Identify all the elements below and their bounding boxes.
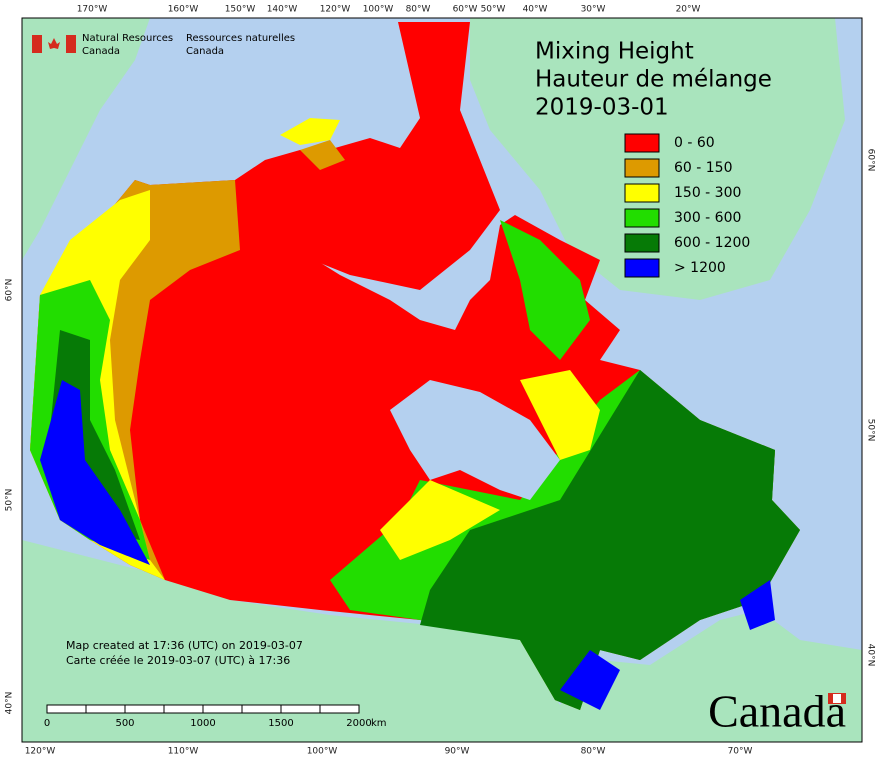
scale-label: 1500 [268, 718, 293, 729]
lon-label: 160°W [168, 5, 199, 15]
legend-label: > 1200 [674, 260, 726, 276]
lon-label: 20°W [676, 5, 701, 15]
title: Hauteur de mélange [535, 67, 772, 93]
lon-label: 170°W [77, 5, 108, 15]
lon-label: 70°W [728, 747, 753, 757]
legend-label: 150 - 300 [674, 185, 741, 201]
scale-label: 0 [44, 718, 50, 729]
legend-label: 0 - 60 [674, 135, 715, 151]
footer-en: Map created at 17:36 (UTC) on 2019-03-07 [66, 639, 303, 652]
lat-label: 50°N [5, 489, 15, 512]
agency-en: Natural Resources [82, 33, 173, 44]
flag-bar [32, 35, 42, 53]
lat-label: 40°N [5, 692, 15, 715]
region-300-600 [500, 220, 590, 360]
scale-segment [319, 704, 360, 714]
region-150-300 [520, 370, 600, 460]
lon-label: 80°W [406, 5, 431, 15]
scale-label: 1000 [190, 718, 215, 729]
region-150-300 [380, 480, 500, 560]
legend: 0 - 60 60 - 150 150 - 300 300 - 600 600 - 12… [624, 133, 750, 278]
scale-segment [202, 704, 243, 714]
title: Mixing Height [535, 39, 694, 65]
scale-label: 2000 [346, 718, 371, 729]
region-600-1200 [420, 370, 800, 710]
region-arctic [235, 22, 500, 290]
wordmark-flag [833, 694, 841, 703]
legend-label: 600 - 1200 [674, 235, 750, 251]
scale-segment [163, 704, 204, 714]
footer-fr: Carte créée le 2019-03-07 (UTC) à 17:36 [66, 654, 290, 667]
region-150-300 [280, 118, 340, 145]
scale-label: 500 [115, 718, 134, 729]
legend-swatch [624, 158, 660, 178]
lon-label: 150°W [225, 5, 256, 15]
region-over-1200 [560, 650, 620, 710]
frame [21, 17, 863, 743]
lon-label: 140°W [267, 5, 298, 15]
scale-unit: km [371, 718, 387, 729]
lon-label: 100°W [363, 5, 394, 15]
land-alaska [22, 18, 150, 260]
land-usa [22, 540, 862, 742]
legend-swatch [624, 233, 660, 253]
legend-swatch [624, 258, 660, 278]
lon-label: 80°W [581, 747, 606, 757]
title: 2019-03-01 [535, 95, 669, 121]
lon-label: 120°W [320, 5, 351, 15]
flag-bar [66, 35, 76, 53]
lon-label: 90°W [445, 747, 470, 757]
lat-label: 40°N [866, 644, 876, 667]
graticule: 170°W 160°W 150°W 140°W 120°W 100°W 80°W 60°W 50… [5, 5, 876, 757]
hudson-bay [390, 380, 560, 500]
lon-label: 30°W [581, 5, 606, 15]
lat-label: 60°N [866, 149, 876, 172]
legend-swatch [624, 183, 660, 203]
lon-label: 110°W [168, 747, 199, 757]
maple-leaf [48, 38, 60, 49]
lon-label: 100°W [307, 747, 338, 757]
lat-label: 50°N [866, 419, 876, 442]
scale-segment [85, 704, 126, 714]
lon-label: 60°W [453, 5, 478, 15]
legend-label: 300 - 600 [674, 210, 741, 226]
scale-segment [124, 704, 165, 714]
scale-segment [280, 704, 321, 714]
wordmark: Canada [708, 686, 846, 737]
region-over-1200 [40, 380, 150, 565]
legend-swatch [624, 133, 660, 153]
region-over-1200 [740, 580, 775, 630]
lon-label: 120°W [25, 747, 56, 757]
lon-label: 50°W [481, 5, 506, 15]
agency-en: Canada [82, 46, 120, 57]
lon-label: 40°W [523, 5, 548, 15]
scale-segment [241, 704, 282, 714]
region-60-150 [300, 140, 345, 170]
agency-fr: Canada [186, 46, 224, 57]
scale-segment [46, 704, 87, 714]
agency-fr: Ressources naturelles [186, 33, 295, 44]
lat-label: 60°N [5, 279, 15, 302]
legend-swatch [624, 208, 660, 228]
scale-bar: 0 500 1000 1500 2000 km [44, 704, 387, 729]
legend-label: 60 - 150 [674, 160, 733, 176]
